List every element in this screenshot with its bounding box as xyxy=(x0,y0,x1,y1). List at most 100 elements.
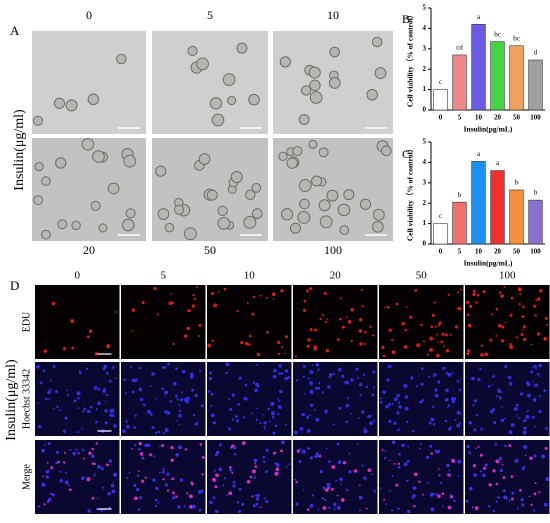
nucleus xyxy=(336,338,340,341)
nucleus xyxy=(53,365,56,369)
nucleus xyxy=(397,507,400,510)
nucleus xyxy=(280,440,285,445)
nucleus xyxy=(412,494,416,498)
nucleus xyxy=(327,385,331,389)
nucleus xyxy=(244,383,248,387)
nucleus xyxy=(315,452,319,456)
nucleus xyxy=(108,379,112,383)
nucleus xyxy=(178,414,182,418)
nucleus xyxy=(382,390,386,395)
fluorescence-image xyxy=(465,440,550,514)
nucleus xyxy=(139,496,143,500)
nucleus xyxy=(457,306,462,311)
nucleus xyxy=(252,295,256,299)
cell xyxy=(230,170,243,183)
nucleus xyxy=(232,484,236,488)
nucleus xyxy=(533,492,537,496)
nucleus xyxy=(484,352,489,357)
nucleus xyxy=(523,337,527,342)
nucleus xyxy=(482,466,487,470)
nucleus xyxy=(133,483,137,488)
nucleus xyxy=(515,415,518,417)
nucleus xyxy=(152,478,156,482)
nucleus xyxy=(299,427,304,431)
nucleus xyxy=(233,453,237,456)
nucleus xyxy=(532,380,534,383)
nucleus xyxy=(269,420,271,423)
nucleus xyxy=(232,445,237,450)
nucleus xyxy=(164,483,168,487)
nucleus xyxy=(520,497,524,502)
nucleus xyxy=(67,484,70,487)
nucleus xyxy=(541,454,546,459)
nucleus xyxy=(498,396,502,400)
nucleus xyxy=(414,288,418,292)
nucleus xyxy=(114,311,117,313)
nucleus xyxy=(413,504,416,508)
fluorescence-image xyxy=(207,440,292,514)
nucleus xyxy=(287,463,290,465)
nucleus xyxy=(514,458,519,463)
nucleus xyxy=(332,372,335,375)
side-label: Insulin(μg/ml) xyxy=(12,109,27,191)
nucleus xyxy=(105,393,109,397)
nucleus xyxy=(172,342,175,345)
nucleus xyxy=(314,328,317,332)
nucleus xyxy=(336,442,340,446)
nucleus xyxy=(228,397,231,400)
nucleus xyxy=(510,475,514,478)
nucleus xyxy=(198,369,202,372)
row-label: EDU xyxy=(21,311,32,332)
nucleus xyxy=(249,475,253,479)
cell xyxy=(41,229,51,240)
nucleus xyxy=(406,479,409,482)
nucleus xyxy=(317,368,320,371)
nucleus xyxy=(473,428,477,432)
nucleus xyxy=(431,313,435,317)
nucleus xyxy=(524,418,527,422)
nucleus xyxy=(178,423,181,426)
nucleus xyxy=(88,329,93,333)
image-bg xyxy=(293,285,378,359)
bar xyxy=(452,54,467,111)
nucleus xyxy=(93,385,98,390)
nucleus xyxy=(391,403,394,405)
nucleus xyxy=(212,477,216,482)
nucleus xyxy=(368,414,372,418)
nucleus xyxy=(531,366,534,369)
nucleus xyxy=(358,382,363,387)
nucleus xyxy=(453,397,457,401)
nucleus xyxy=(256,493,261,497)
nucleus xyxy=(238,509,242,513)
significance-letter: a xyxy=(477,150,481,158)
significance-letter: d xyxy=(534,49,538,57)
nucleus xyxy=(86,335,90,339)
nucleus xyxy=(155,499,158,502)
nucleus xyxy=(141,456,145,460)
nucleus xyxy=(382,354,386,358)
cell xyxy=(286,157,298,169)
fluorescence-image xyxy=(465,285,550,359)
cell xyxy=(381,145,392,157)
nucleus xyxy=(519,392,524,396)
nucleus xyxy=(41,482,46,487)
nucleus xyxy=(451,459,456,463)
nucleus xyxy=(217,290,220,293)
nucleus xyxy=(393,463,396,465)
nucleus xyxy=(102,389,107,393)
fluorescence-image xyxy=(35,285,120,359)
nucleus xyxy=(502,489,506,493)
nucleus xyxy=(311,364,314,366)
nucleus xyxy=(441,332,445,336)
nucleus xyxy=(432,405,435,409)
nucleus xyxy=(336,494,339,497)
micrograph xyxy=(32,31,146,134)
nucleus xyxy=(432,422,436,426)
cell xyxy=(243,215,257,229)
nucleus xyxy=(318,381,321,385)
nucleus xyxy=(325,348,330,353)
nucleus xyxy=(162,468,165,471)
nucleus xyxy=(280,289,284,293)
nucleus xyxy=(458,422,461,425)
nucleus xyxy=(310,391,314,395)
